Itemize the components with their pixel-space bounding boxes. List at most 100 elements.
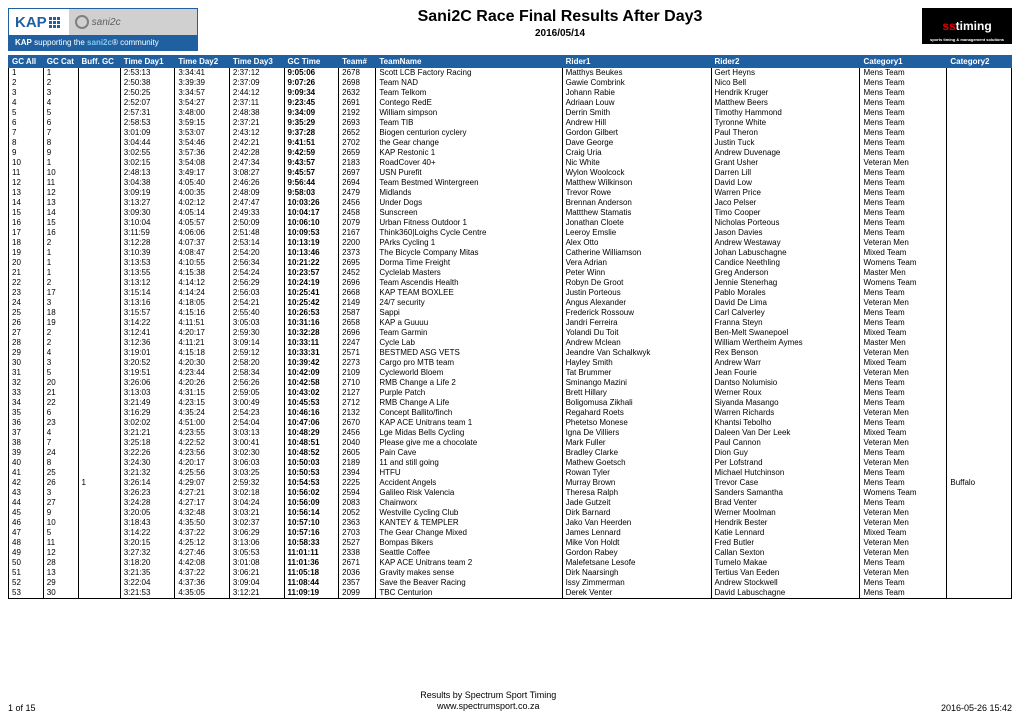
table-cell: 11:08:44 bbox=[284, 578, 339, 588]
table-cell: 1 bbox=[43, 158, 78, 168]
table-cell: 10:39:42 bbox=[284, 358, 339, 368]
table-cell: RMB Change a Life 2 bbox=[376, 378, 562, 388]
table-cell: 3:02:37 bbox=[229, 518, 284, 528]
table-cell: Callan Sexton bbox=[711, 548, 860, 558]
table-cell: Tertius Van Eeden bbox=[711, 568, 860, 578]
table-cell: 24 bbox=[43, 448, 78, 458]
table-cell: 11:01:36 bbox=[284, 558, 339, 568]
table-cell: Mens Team bbox=[860, 418, 947, 428]
table-cell bbox=[78, 388, 120, 398]
table-cell bbox=[947, 408, 1012, 418]
table-cell: Midlands bbox=[376, 188, 562, 198]
table-cell: Bompas Bikers bbox=[376, 538, 562, 548]
table-cell: 28 bbox=[9, 338, 44, 348]
table-cell: 2:56:29 bbox=[229, 278, 284, 288]
table-cell: Jennie Stenerhag bbox=[711, 278, 860, 288]
table-cell: 9:42:59 bbox=[284, 148, 339, 158]
table-cell: KAP ACE Unitrans team 2 bbox=[376, 558, 562, 568]
table-cell: 2167 bbox=[339, 228, 376, 238]
table-row: 4593:20:054:32:483:03:2110:56:142052West… bbox=[9, 508, 1012, 518]
table-cell bbox=[78, 378, 120, 388]
table-cell: 10:25:41 bbox=[284, 288, 339, 298]
table-cell: 3:06:21 bbox=[229, 568, 284, 578]
col-header: Time Day1 bbox=[120, 56, 175, 68]
table-cell: 2036 bbox=[339, 568, 376, 578]
table-row: 26193:14:224:11:513:05:0310:31:162658KAP… bbox=[9, 318, 1012, 328]
table-cell: 3:12:28 bbox=[120, 238, 175, 248]
table-cell: 18 bbox=[9, 238, 44, 248]
table-cell bbox=[78, 158, 120, 168]
table-cell: Murray Brown bbox=[562, 478, 711, 488]
table-cell bbox=[78, 288, 120, 298]
table-cell: Jeandre Van Schalkwyk bbox=[562, 348, 711, 358]
page-title: Sani2C Race Final Results After Day3 bbox=[198, 8, 922, 26]
table-cell bbox=[78, 188, 120, 198]
table-cell: 4:32:48 bbox=[175, 508, 230, 518]
table-cell: 4:23:55 bbox=[175, 428, 230, 438]
table-cell: 10 bbox=[43, 168, 78, 178]
table-cell: Tumelo Makae bbox=[711, 558, 860, 568]
table-cell: 10 bbox=[43, 518, 78, 528]
table-cell: Gert Heyns bbox=[711, 68, 860, 79]
table-cell: 10:56:09 bbox=[284, 498, 339, 508]
table-cell: 6 bbox=[43, 408, 78, 418]
table-row: 34223:21:494:23:153:00:4910:45:532712RMB… bbox=[9, 398, 1012, 408]
table-cell: 2:51:48 bbox=[229, 228, 284, 238]
col-header: Time Day2 bbox=[175, 56, 230, 68]
table-cell: 4:05:14 bbox=[175, 208, 230, 218]
table-cell: 10:04:17 bbox=[284, 208, 339, 218]
table-cell: 3:54:46 bbox=[175, 138, 230, 148]
table-cell bbox=[78, 238, 120, 248]
table-cell: Cycleworld Bloem bbox=[376, 368, 562, 378]
table-cell bbox=[947, 88, 1012, 98]
table-cell: 2132 bbox=[339, 408, 376, 418]
table-cell: 2:56:26 bbox=[229, 378, 284, 388]
table-cell: Werner Roux bbox=[711, 388, 860, 398]
table-cell: 2225 bbox=[339, 478, 376, 488]
table-cell: 7 bbox=[9, 128, 44, 138]
table-cell: 3:21:49 bbox=[120, 398, 175, 408]
table-cell: David Low bbox=[711, 178, 860, 188]
table-cell: 2 bbox=[9, 78, 44, 88]
table-cell: 26 bbox=[43, 478, 78, 488]
table-cell bbox=[947, 278, 1012, 288]
table-row: 11102:48:133:49:173:08:279:45:572697USN … bbox=[9, 168, 1012, 178]
table-cell: 17 bbox=[43, 288, 78, 298]
table-cell: Igna De Villiers bbox=[562, 428, 711, 438]
table-cell: HTFU bbox=[376, 468, 562, 478]
table-cell bbox=[78, 458, 120, 468]
table-cell: Cycle Lab bbox=[376, 338, 562, 348]
table-cell: 26 bbox=[9, 318, 44, 328]
table-cell: 3:39:39 bbox=[175, 78, 230, 88]
table-cell: 52 bbox=[9, 578, 44, 588]
table-cell: 2:54:24 bbox=[229, 268, 284, 278]
table-cell: 2040 bbox=[339, 438, 376, 448]
table-cell: William Wertheim Aymes bbox=[711, 338, 860, 348]
table-cell: 2:56:03 bbox=[229, 288, 284, 298]
table-cell: 4:11:21 bbox=[175, 338, 230, 348]
table-cell: Catherine Williamson bbox=[562, 248, 711, 258]
table-cell: 3 bbox=[43, 358, 78, 368]
table-cell: 8 bbox=[9, 138, 44, 148]
table-cell: Veteran Men bbox=[860, 568, 947, 578]
table-cell bbox=[947, 418, 1012, 428]
table-cell: 2:48:13 bbox=[120, 168, 175, 178]
table-cell: 51 bbox=[9, 568, 44, 578]
table-cell: 3:59:15 bbox=[175, 118, 230, 128]
table-cell: Khantsi Tebolho bbox=[711, 418, 860, 428]
table-cell: 14 bbox=[43, 208, 78, 218]
table-cell: 2632 bbox=[339, 88, 376, 98]
table-cell bbox=[947, 308, 1012, 318]
table-cell: Master Men bbox=[860, 268, 947, 278]
table-cell: Jade Gutzeit bbox=[562, 498, 711, 508]
table-cell: 3:06:29 bbox=[229, 528, 284, 538]
table-cell: Matthew Wilkinson bbox=[562, 178, 711, 188]
table-cell: 3:19:51 bbox=[120, 368, 175, 378]
table-cell: 3:26:14 bbox=[120, 478, 175, 488]
table-cell: 2:54:23 bbox=[229, 408, 284, 418]
table-cell: Mens Team bbox=[860, 98, 947, 108]
table-cell: 21 bbox=[9, 268, 44, 278]
table-cell: 30 bbox=[43, 588, 78, 599]
table-cell: 2 bbox=[43, 328, 78, 338]
table-cell: 5 bbox=[43, 368, 78, 378]
